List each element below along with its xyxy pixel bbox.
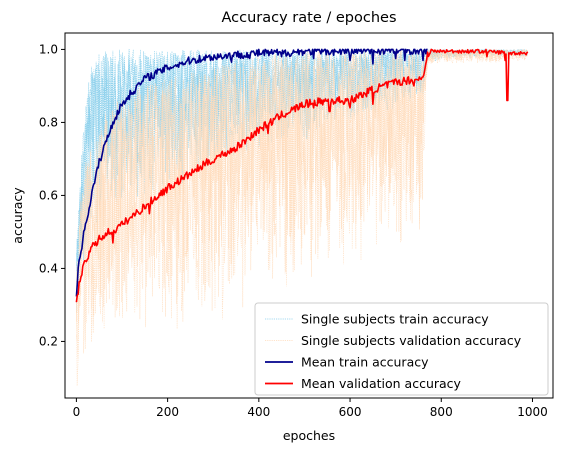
x-tick-label: 600 bbox=[339, 405, 362, 419]
legend-label-0: Single subjects train accuracy bbox=[301, 312, 489, 327]
x-tick-label: 200 bbox=[156, 405, 179, 419]
y-tick-label: 0.6 bbox=[39, 188, 58, 202]
chart-title: Accuracy rate / epoches bbox=[222, 10, 397, 26]
legend-label-2: Mean train accuracy bbox=[301, 355, 429, 370]
y-tick-label: 0.2 bbox=[39, 334, 58, 348]
x-tick-label: 400 bbox=[247, 405, 270, 419]
legend-label-3: Mean validation accuracy bbox=[301, 376, 462, 391]
y-axis-label: accuracy bbox=[10, 187, 25, 244]
x-tick-label: 1000 bbox=[517, 405, 548, 419]
x-axis-label: epoches bbox=[283, 428, 335, 443]
x-tick-label: 0 bbox=[73, 405, 81, 419]
legend: Single subjects train accuracy Single sub… bbox=[255, 303, 548, 395]
legend-label-1: Single subjects validation accuracy bbox=[301, 333, 522, 348]
x-tick-label: 800 bbox=[430, 405, 453, 419]
y-tick-label: 0.4 bbox=[39, 261, 58, 275]
y-tick-label: 1.0 bbox=[39, 42, 58, 56]
y-tick-label: 0.8 bbox=[39, 115, 58, 129]
